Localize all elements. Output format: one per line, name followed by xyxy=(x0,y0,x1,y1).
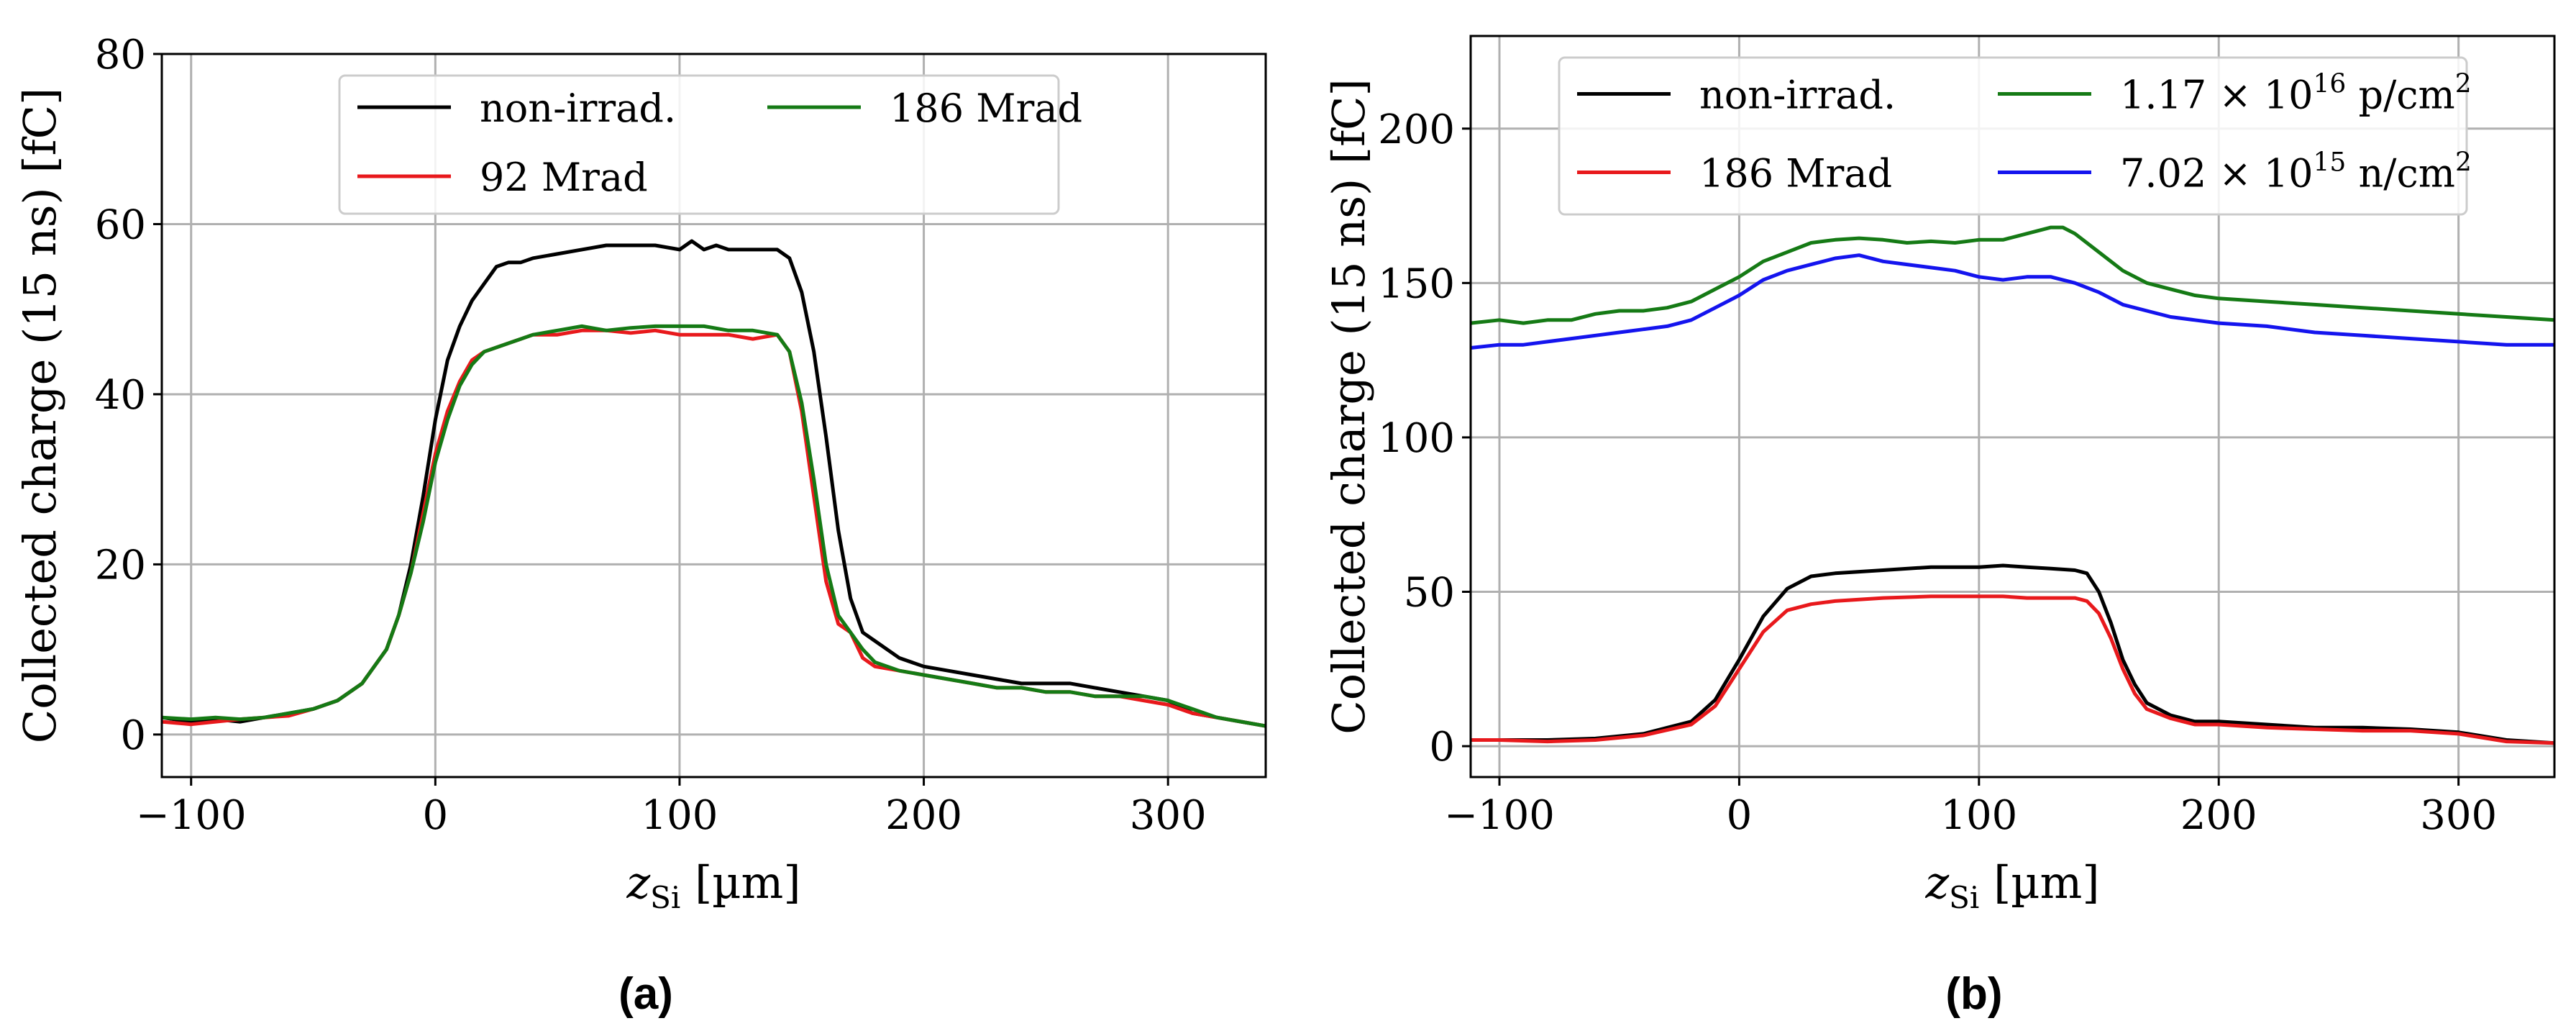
chart-a-xtick-label: −100 xyxy=(136,792,247,839)
chart-a-ytick-label: 60 xyxy=(95,201,146,248)
chart-b-legend-label: 7.02 × 1015 n/cm2 xyxy=(2120,148,2472,196)
chart-b-series-line xyxy=(1470,225,2555,325)
chart-a-legend-label: non-irrad. xyxy=(480,86,676,131)
chart-a-xlabel-sub: Si xyxy=(650,880,680,915)
chart-a-xtick-label: 300 xyxy=(1130,792,1207,839)
chart-b-xtick-label: 0 xyxy=(1727,792,1753,839)
caption-a: (a) xyxy=(618,969,673,1019)
chart-b-legend-label: 186 Mrad xyxy=(1699,151,1892,196)
chart-b: −100 0 100 200 300 0 50 100 150 200 zSi [µm] Collec… xyxy=(1323,35,2556,915)
chart-b-xtick-label: 300 xyxy=(2420,792,2497,839)
chart-b-ytick-label: 50 xyxy=(1404,570,1455,617)
chart-b-legend-unit-sup: 2 xyxy=(2455,70,2472,99)
chart-a-ytick-label: 80 xyxy=(95,32,146,78)
chart-b-legend-text: non-irrad. xyxy=(1699,73,1896,118)
chart-a-series-line xyxy=(161,328,1266,728)
chart-a-xlabel-var: z xyxy=(626,856,650,909)
chart-b-series-line xyxy=(1471,563,2555,745)
chart-a-ytick-label: 40 xyxy=(95,372,146,419)
chart-a-axes-frame xyxy=(160,53,1267,778)
chart-a-ylabel: Collected charge (15 ns) [fC] xyxy=(14,88,66,743)
chart-a-legend-box xyxy=(338,74,1060,215)
chart-b-axes-frame xyxy=(1469,35,2556,778)
chart-b-xlabel: zSi [µm] xyxy=(1924,856,2099,915)
chart-b-legend-unit-sup: 2 xyxy=(2455,148,2472,178)
chart-b-xtick-label: 100 xyxy=(1940,792,2017,839)
chart-a-legend-text: 186 Mrad xyxy=(890,86,1082,131)
chart-b-ytick-label: 150 xyxy=(1378,260,1455,307)
chart-b-xtick-label: −100 xyxy=(1444,792,1555,839)
chart-a-legend-label: 186 Mrad xyxy=(890,86,1082,131)
chart-b-series-line xyxy=(1471,594,2555,745)
chart-b-legend-sup: 16 xyxy=(2314,70,2347,99)
chart-b-ylabel: Collected charge (15 ns) [fC] xyxy=(1323,78,1375,734)
chart-b-ytick-label: 200 xyxy=(1378,106,1455,153)
chart-b-xlabel-unit: [µm] xyxy=(1979,856,2099,909)
chart-b-ytick-label: 0 xyxy=(1429,724,1455,771)
chart-b-legend-label: 1.17 × 1016 p/cm2 xyxy=(2120,70,2472,118)
chart-b-ytick-label: 100 xyxy=(1378,415,1455,462)
chart-b-xlabel-var: z xyxy=(1924,856,1949,909)
chart-a-ytick-label: 0 xyxy=(120,712,146,759)
chart-a-xtick-label: 200 xyxy=(885,792,962,839)
chart-b-legend-text: 1.17 × 10 xyxy=(2120,73,2314,118)
chart-a-series-line xyxy=(161,324,1266,728)
chart-b-xlabel-sub: Si xyxy=(1949,880,1979,915)
chart-b-legend-unit: n/cm xyxy=(2346,151,2455,196)
chart-a: −100 0 100 200 300 0 20 40 60 80 zSi [µm] Collected… xyxy=(14,32,1267,915)
chart-a-ytick-label: 20 xyxy=(95,542,146,589)
chart-a-legend-text: non-irrad. xyxy=(480,86,676,131)
chart-b-legend-box xyxy=(1558,56,2468,216)
chart-a-legend-text: 92 Mrad xyxy=(480,155,648,200)
chart-a-xtick-label: 0 xyxy=(423,792,449,839)
chart-a-xlabel-unit: [µm] xyxy=(680,856,800,909)
chart-b-legend-unit: p/cm xyxy=(2346,73,2454,118)
chart-b-legend-text: 7.02 × 10 xyxy=(2120,151,2314,196)
chart-a-legend-label: 92 Mrad xyxy=(480,155,648,200)
chart-a-series-line xyxy=(161,239,1266,728)
chart-b-series-line xyxy=(1470,253,2554,350)
chart-b-legend-text: 186 Mrad xyxy=(1699,151,1892,196)
chart-a-xtick-label: 100 xyxy=(641,792,718,839)
chart-a-xlabel: zSi [µm] xyxy=(626,856,800,915)
chart-b-legend-label: non-irrad. xyxy=(1699,73,1896,118)
chart-b-legend-sup: 15 xyxy=(2314,148,2347,178)
caption-b: (b) xyxy=(1945,969,2002,1019)
chart-b-xtick-label: 200 xyxy=(2180,792,2257,839)
